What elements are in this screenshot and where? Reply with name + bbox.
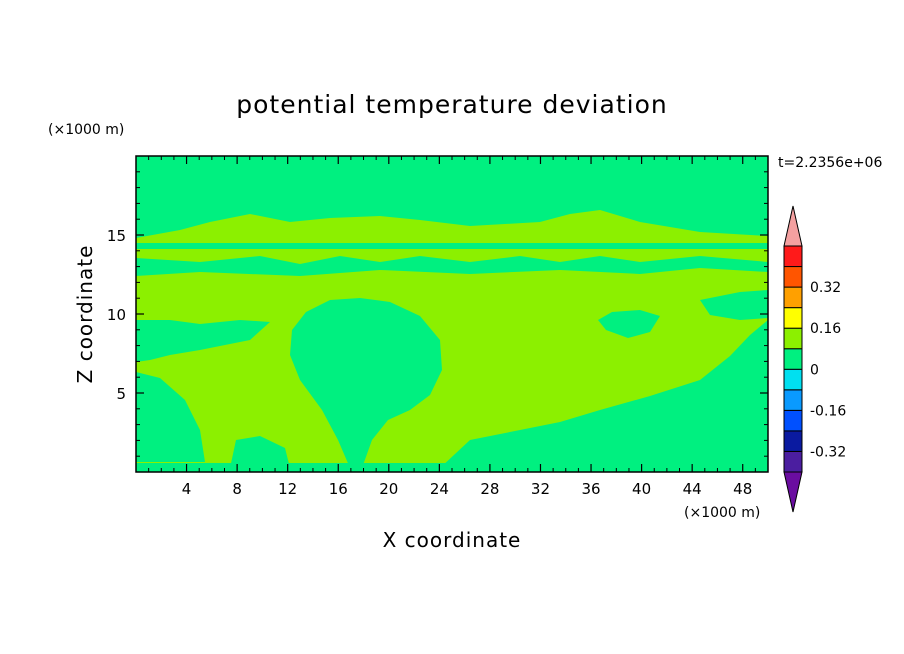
colorbar-lower-arrow xyxy=(783,471,803,513)
lower-right-region xyxy=(440,320,768,468)
colorbar-level xyxy=(783,348,803,370)
colorbar-level xyxy=(783,307,803,329)
bottom-strip xyxy=(136,463,768,472)
x-axis-label: X coordinate xyxy=(383,528,522,552)
negative-regions xyxy=(136,156,768,468)
x-unit-label: (×1000 m) xyxy=(684,505,760,521)
x-tick-label: 48 xyxy=(733,480,752,498)
x-tick-label: 28 xyxy=(480,480,499,498)
colorbar-level xyxy=(783,389,803,411)
y-axis-ticks: 5 10 15 xyxy=(107,171,768,457)
x-tick-label: 44 xyxy=(683,480,702,498)
colorbar: 0.32 0.16 0 -0.16 -0.32 xyxy=(783,205,846,513)
colorbar-tick-label: -0.32 xyxy=(810,444,846,460)
x-axis-ticks: 4 8 12 16 20 24 28 32 36 40 44 48 xyxy=(148,156,756,498)
left-region xyxy=(136,320,270,362)
plot-area xyxy=(136,156,768,472)
x-tick-label: 32 xyxy=(531,480,550,498)
chart-title: potential temperature deviation xyxy=(236,90,667,119)
colorbar-level xyxy=(783,430,803,452)
colorbar-tick-label: 0.32 xyxy=(810,280,841,296)
y-tick-label: 15 xyxy=(107,227,126,245)
colorbar-level xyxy=(783,327,803,350)
y-axis-label: Z coordinate xyxy=(73,245,97,384)
y-tick-label: 5 xyxy=(116,385,126,403)
colorbar-tick-label: 0.16 xyxy=(810,321,841,337)
time-label: t=2.2356e+06 xyxy=(778,155,882,171)
colorbar-level xyxy=(783,450,803,473)
colorbar-tick-label: 0 xyxy=(810,362,819,378)
y-tick-label: 10 xyxy=(107,306,126,324)
colorbar-level xyxy=(783,286,803,309)
x-tick-label: 40 xyxy=(632,480,651,498)
colorbar-level xyxy=(783,368,803,391)
x-tick-label: 36 xyxy=(581,480,600,498)
x-tick-label: 20 xyxy=(379,480,398,498)
mid-left-region xyxy=(136,256,768,276)
colorbar-tick-label: -0.16 xyxy=(810,403,846,419)
band-region xyxy=(136,243,768,249)
colorbar-level xyxy=(783,245,803,268)
right-bubble-region xyxy=(598,310,660,338)
x-tick-label: 24 xyxy=(430,480,449,498)
lower-mid-region xyxy=(230,436,290,468)
central-plume-region xyxy=(290,298,442,468)
x-tick-label: 16 xyxy=(329,480,348,498)
x-tick-label: 12 xyxy=(278,480,297,498)
colorbar-level xyxy=(783,409,803,432)
right-upper-region xyxy=(700,290,768,320)
left-lower-region xyxy=(136,372,205,462)
x-tick-label: 8 xyxy=(232,480,242,498)
colorbar-level xyxy=(783,266,803,288)
x-tick-label: 4 xyxy=(182,480,192,498)
colorbar-upper-arrow xyxy=(783,205,803,247)
y-unit-label: (×1000 m) xyxy=(48,122,124,138)
upper-layer-region xyxy=(136,156,768,238)
